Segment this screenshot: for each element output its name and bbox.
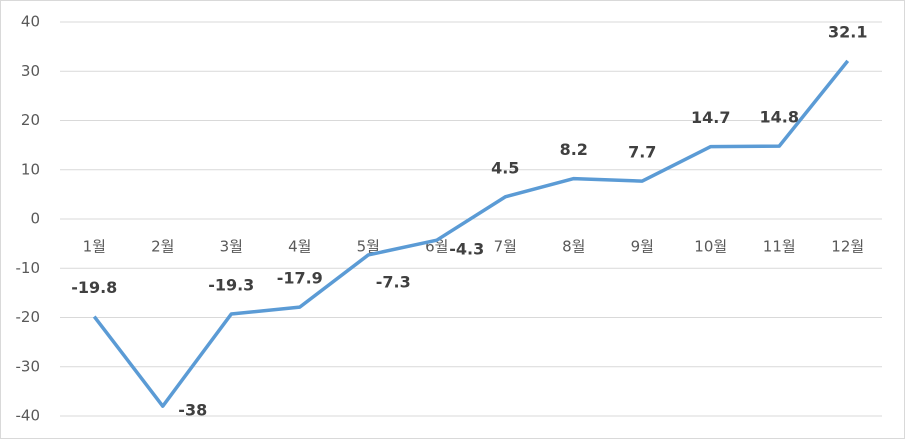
data-label: -17.9 (277, 269, 323, 288)
y-tick-label: 20 (21, 111, 40, 129)
y-tick-label: -40 (16, 407, 41, 425)
data-label: 8.2 (560, 140, 588, 159)
x-tick-label: 5월 (357, 238, 380, 256)
x-tick-label: 11월 (763, 238, 796, 256)
data-label: 7.7 (628, 143, 656, 162)
x-tick-label: 9월 (631, 238, 654, 256)
data-label: -4.3 (449, 240, 484, 259)
data-label: -38 (178, 401, 207, 420)
data-label: 32.1 (828, 22, 867, 41)
data-label: -19.8 (71, 278, 117, 297)
y-tick-label: 10 (21, 160, 40, 178)
data-label: 4.5 (491, 158, 519, 177)
y-tick-label: -10 (16, 259, 41, 277)
data-label: 14.7 (691, 108, 730, 127)
x-tick-label: 7월 (494, 238, 517, 256)
y-tick-label: 30 (21, 62, 40, 80)
x-tick-label: 4월 (288, 238, 311, 256)
x-tick-label: 2월 (151, 238, 174, 256)
x-tick-label: 3월 (220, 238, 243, 256)
y-tick-label: 40 (21, 13, 40, 31)
x-tick-label: 1월 (83, 238, 106, 256)
line (92, 59, 850, 408)
x-tick-label: 12월 (831, 238, 864, 256)
y-tick-label: 0 (30, 210, 40, 228)
x-tick-label: 8월 (562, 238, 585, 256)
data-label: -7.3 (376, 272, 411, 291)
y-tick-label: -30 (16, 357, 41, 375)
y-tick-label: -20 (16, 308, 41, 326)
data-label: -19.3 (208, 276, 254, 295)
x-tick-label: 10월 (694, 238, 727, 256)
data-label: 14.8 (760, 108, 799, 127)
